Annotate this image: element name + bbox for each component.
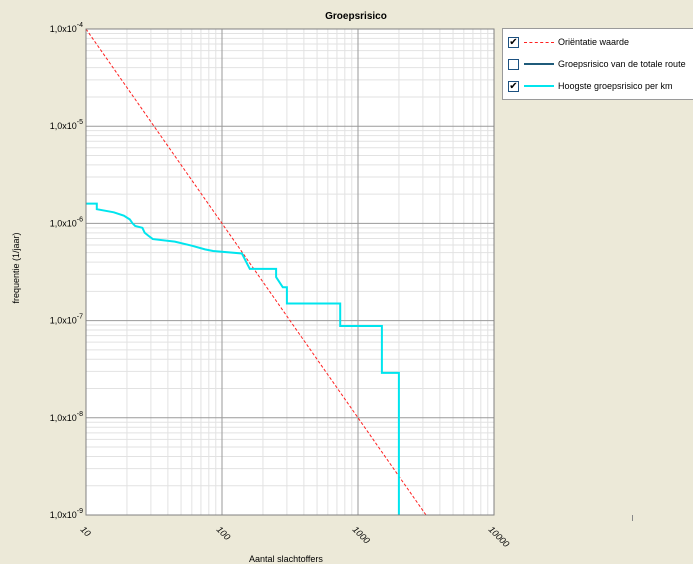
checkbox-totale-route[interactable] <box>508 58 519 70</box>
y-tick-label-0: 1,0x10-4 <box>50 22 83 34</box>
series-line-0 <box>85 28 427 516</box>
x-axis-tick-labels: 10 100 1000 10000 <box>79 524 512 549</box>
legend-item-hoogste-per-km[interactable]: ✔ Hoogste groepsrisico per km <box>508 79 673 93</box>
legend-swatch-hoogste-per-km <box>524 85 554 87</box>
divider-mark <box>632 515 633 521</box>
y-tick-label-4: 1,0x10-8 <box>50 411 83 423</box>
y-axis-label: frequentie (1/jaar) <box>11 232 21 303</box>
y-tick-label-3: 1,0x10-7 <box>50 314 83 326</box>
series-layer <box>85 28 427 516</box>
x-tick-label-2: 1000 <box>351 524 372 545</box>
plot-frame <box>85 28 495 516</box>
x-tick-label-3: 10000 <box>487 524 512 549</box>
y-tick-label-5: 1,0x10-9 <box>50 508 83 520</box>
checkbox-hoogste-per-km[interactable]: ✔ <box>508 80 519 92</box>
chart-title: Groepsrisico <box>325 11 387 22</box>
legend-item-totale-route[interactable]: Groepsrisico van de totale route <box>508 57 686 71</box>
legend-item-orientatie[interactable]: ✔ Oriëntatie waarde <box>508 35 629 49</box>
legend-swatch-orientatie <box>524 41 554 43</box>
legend-swatch-totale-route <box>524 63 554 65</box>
plot-area <box>86 29 494 515</box>
legend-label-totale-route: Groepsrisico van de totale route <box>558 59 686 69</box>
legend-label-hoogste-per-km: Hoogste groepsrisico per km <box>558 81 673 91</box>
y-tick-label-2: 1,0x10-6 <box>50 216 83 228</box>
y-axis-tick-labels: 1,0x10-4 1,0x10-5 1,0x10-6 1,0x10-7 1,0x10-8… <box>50 22 83 520</box>
series-line-1 <box>86 202 400 515</box>
x-tick-label-0: 10 <box>79 524 93 538</box>
legend: ✔ Oriëntatie waarde Groepsrisico van de … <box>502 28 693 100</box>
legend-label-orientatie: Oriëntatie waarde <box>558 37 630 47</box>
x-tick-label-1: 100 <box>215 524 233 542</box>
y-tick-label-1: 1,0x10-5 <box>50 119 83 131</box>
checkbox-orientatie[interactable]: ✔ <box>508 36 519 48</box>
grid-minor <box>86 29 494 515</box>
x-axis-label: Aantal slachtoffers <box>249 554 323 564</box>
